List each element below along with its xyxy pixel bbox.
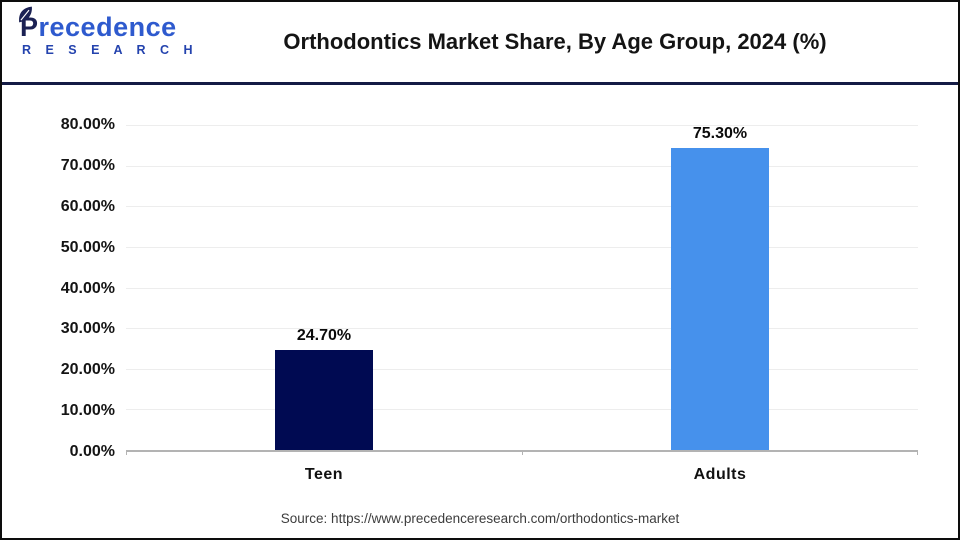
y-axis-tick-label: 60.00%	[60, 197, 115, 215]
logo-name-rest: recedence	[38, 12, 177, 42]
gridline	[126, 409, 918, 411]
gridline	[126, 165, 918, 167]
x-axis-labels: Teen Adults	[126, 466, 918, 484]
y-axis-tick-label: 10.00%	[60, 402, 115, 420]
precedence-research-logo: Precedence R E S E A R C H	[19, 6, 199, 57]
bar-value-label: 24.70%	[296, 326, 352, 344]
y-axis-tick-label: 40.00%	[60, 279, 115, 297]
y-axis-tick-label: 70.00%	[60, 156, 115, 174]
gridline	[126, 368, 918, 370]
bar-value-label: 75.30%	[692, 125, 748, 142]
y-axis-tick-label: 80.00%	[60, 116, 115, 133]
x-axis-tick	[126, 450, 127, 455]
source-citation: Source: https://www.precedenceresearch.c…	[280, 511, 680, 526]
bar-chart: 80.00% 70.00% 60.00% 50.00% 40.00% 30.00% 20.0…	[2, 85, 958, 536]
logo-subtitle: R E S E A R C H	[22, 43, 199, 57]
gridline	[126, 246, 918, 248]
category-label-teen: Teen	[304, 466, 344, 483]
x-axis-tick	[917, 450, 918, 455]
y-axis-tick-label: 30.00%	[60, 320, 115, 338]
leaf-icon	[19, 6, 32, 23]
chart-title: Orthodontics Market Share, By Age Group,…	[283, 29, 827, 54]
header: Precedence R E S E A R C H Orthodontics …	[2, 2, 958, 85]
category-label-adults: Adults	[693, 466, 747, 483]
logo-wordmark: Precedence	[19, 6, 198, 42]
gridline	[126, 287, 918, 289]
y-axis-tick-label: 20.00%	[60, 361, 115, 379]
bar-adults	[671, 148, 769, 450]
x-axis-tick	[522, 450, 523, 455]
bar-teen	[275, 349, 373, 450]
gridline	[126, 328, 918, 330]
y-axis-tick-label: 50.00%	[60, 238, 115, 256]
gridline	[126, 206, 918, 208]
y-axis-tick-label: 0.00%	[69, 443, 115, 460]
plot-area: 24.70% 75.30%	[126, 125, 918, 455]
y-axis: 80.00% 70.00% 60.00% 50.00% 40.00% 30.00% 20.0…	[2, 116, 115, 460]
gridline	[126, 125, 918, 126]
bar-group-teen: 24.70%	[126, 125, 522, 450]
bar-group-adults: 75.30%	[522, 125, 918, 450]
